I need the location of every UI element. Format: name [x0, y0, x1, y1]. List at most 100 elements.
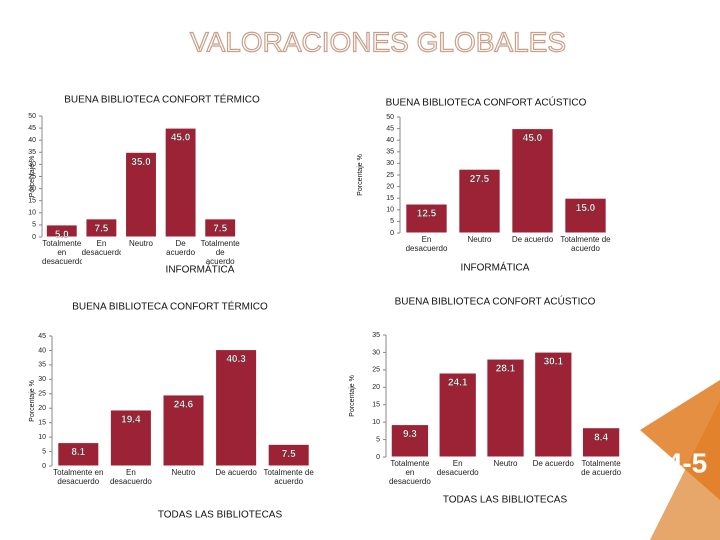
y-tick-label: 35	[386, 149, 394, 156]
y-tick-label: 35	[28, 149, 36, 156]
y-tick-label: 40	[28, 137, 36, 144]
bar	[458, 168, 501, 234]
y-tick-label: 40	[38, 347, 46, 354]
y-tick-label: 50	[386, 114, 394, 121]
y-tick-label: 15	[38, 420, 46, 427]
x-tick-label: Neutro	[171, 468, 196, 477]
y-tick-label: 40	[386, 137, 394, 144]
x-tick-label-box: En desacuerdo	[436, 459, 479, 477]
y-tick-label: 0	[390, 230, 394, 237]
y-tick-label: 10	[28, 210, 36, 217]
chart-subtitle: TODAS LAS BIBLIOTECAS	[443, 495, 568, 506]
chart-title: BUENA BIBLIOTECA CONFORT TÉRMICO	[64, 93, 260, 106]
bar	[162, 394, 205, 467]
y-tick-label: 25	[372, 367, 380, 374]
data-label: 7.5	[282, 449, 296, 460]
chart-title: BUENA BIBLIOTECA CONFORT ACÚSTICO	[395, 295, 596, 308]
bar	[511, 128, 554, 234]
y-tick-label: 45	[386, 125, 394, 132]
x-tick-label: De acuerdo	[511, 235, 554, 244]
chart-title: BUENA BIBLIOTECA CONFORT TÉRMICO	[72, 300, 268, 313]
data-label: 24.6	[174, 400, 194, 411]
data-label: 7.5	[213, 223, 227, 234]
x-tick-label-box: Neutro	[171, 468, 196, 477]
bar	[125, 151, 157, 238]
x-tick-label: Totalmente de acuerdo	[581, 459, 622, 477]
bar	[438, 372, 477, 458]
y-tick-label: 15	[28, 198, 36, 205]
chart-subtitle: INFORMÁTICA	[461, 261, 530, 274]
x-tick-label-box: Totalmente en desacuerdo	[42, 239, 82, 266]
bar	[45, 224, 78, 238]
bar	[204, 218, 237, 238]
y-tick-label: 20	[28, 185, 36, 192]
x-tick-label: De acuerdo	[532, 459, 574, 468]
data-label: 8.4	[594, 432, 608, 443]
bar	[57, 442, 100, 467]
x-tick-label: En desacuerdo	[405, 235, 448, 253]
x-tick-label: Neutro	[128, 239, 153, 248]
x-tick-label: En desacuerdo	[109, 468, 152, 486]
data-label: 19.4	[121, 415, 141, 426]
bar	[215, 349, 258, 467]
y-axis-label: Porcentaje %	[29, 380, 36, 422]
bar	[486, 358, 525, 458]
y-tick-label: 0	[42, 463, 46, 470]
y-tick-label: 30	[372, 349, 380, 356]
x-tick-label-box: De acuerdo	[215, 468, 257, 477]
x-tick-label-box: Totalmente en desacuerdo	[388, 459, 431, 486]
y-tick-label: 25	[38, 391, 46, 398]
data-label: 7.5	[94, 223, 108, 234]
data-label: 30.1	[544, 357, 564, 368]
data-label: 15.0	[576, 203, 596, 214]
y-axis-label: Porcentaje %	[29, 156, 36, 198]
x-tick-label: De acuerdo	[215, 468, 257, 477]
bar	[390, 424, 430, 458]
y-tick-label: 20	[38, 405, 46, 412]
x-tick-label-box: Neutro	[128, 239, 153, 248]
x-tick-label: Neutro	[467, 235, 492, 244]
x-tick-label: Totalmente de acuerdo	[560, 235, 611, 253]
x-tick-label-box: Totalmente de acuerdo	[581, 459, 622, 477]
y-tick-label: 0	[32, 234, 36, 241]
bar	[267, 443, 310, 467]
y-tick-label: 5	[376, 436, 380, 443]
data-label: 28.1	[496, 364, 516, 375]
x-tick-label-box: Totalmente de acuerdo	[560, 235, 611, 253]
chart-subtitle: TODAS LAS BIBLIOTECAS	[158, 510, 283, 521]
y-tick-label: 20	[372, 384, 380, 391]
corner-decoration	[640, 380, 720, 500]
y-tick-label: 15	[386, 195, 394, 202]
data-label: 12.5	[417, 209, 437, 220]
bar	[405, 203, 448, 234]
x-tick-label-box: Neutro	[493, 459, 518, 468]
slide-title: VALORACIONES GLOBALES	[190, 26, 566, 57]
x-tick-label: Totalmente de acuerdo	[263, 468, 314, 486]
y-tick-label: 45	[28, 125, 36, 132]
x-tick-label-box: Totalmente de acuerdo	[200, 239, 240, 266]
x-tick-label: Totalmente de acuerdo	[200, 239, 240, 266]
data-label: 24.1	[448, 378, 468, 389]
x-tick-label: Totalmente en desacuerdo	[53, 468, 104, 486]
x-tick-label-box: Totalmente de acuerdo	[263, 468, 314, 486]
data-label: 27.5	[470, 174, 490, 185]
x-tick-label: Totalmente en desacuerdo	[42, 239, 82, 266]
x-tick-label: Totalmente en desacuerdo	[388, 459, 431, 486]
data-label: 40.3	[226, 354, 246, 365]
bar	[534, 351, 573, 458]
y-tick-label: 10	[372, 419, 380, 426]
y-axis-label: Porcentaje %	[349, 375, 356, 417]
y-tick-label: 10	[386, 207, 394, 214]
y-tick-label: 35	[372, 332, 380, 339]
x-tick-label: En desacuerdo	[436, 459, 479, 477]
x-tick-label-box: Totalmente en desacuerdo	[53, 468, 104, 486]
x-tick-label: Neutro	[493, 459, 518, 468]
chart-subtitle: INFORMÁTICA	[166, 263, 235, 276]
y-tick-label: 25	[28, 173, 36, 180]
data-label: 45.0	[523, 133, 543, 144]
x-tick-label-box: Neutro	[467, 235, 492, 244]
bar	[85, 218, 118, 238]
y-tick-label: 20	[386, 183, 394, 190]
